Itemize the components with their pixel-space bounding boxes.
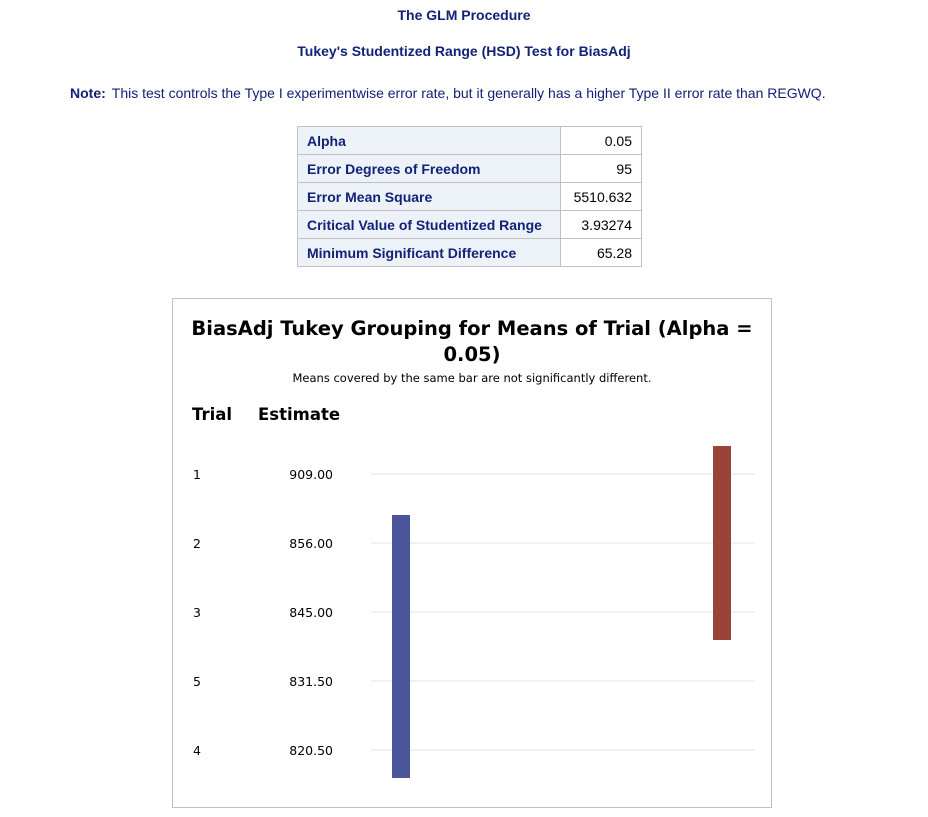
column-header-estimate: Estimate [258, 405, 340, 424]
grouping-chart-svg: BiasAdj Tukey Grouping for Means of Tria… [191, 317, 755, 778]
grouping-bar [713, 446, 731, 640]
trial-label: 5 [193, 674, 201, 689]
trial-label: 4 [193, 743, 201, 758]
note-text: This test controls the Type I experiment… [111, 85, 826, 101]
column-header-trial: Trial [192, 405, 232, 424]
stats-row-critical-value: Critical Value of Studentized Range 3.93… [297, 210, 642, 239]
stats-value: 3.93274 [560, 210, 642, 239]
estimate-value: 831.50 [289, 674, 333, 689]
estimate-value: 909.00 [289, 467, 333, 482]
stats-row-alpha: Alpha 0.05 [297, 126, 642, 155]
trial-label: 1 [193, 467, 201, 482]
test-title: Tukey's Studentized Range (HSD) Test for… [297, 43, 631, 59]
chart-subtitle: Means covered by the same bar are not si… [293, 371, 652, 385]
estimate-value: 856.00 [289, 536, 333, 551]
stats-label: Minimum Significant Difference [297, 238, 561, 267]
stats-row-error-ms: Error Mean Square 5510.632 [297, 182, 642, 211]
stats-row-error-df: Error Degrees of Freedom 95 [297, 154, 642, 183]
stats-value: 65.28 [560, 238, 642, 267]
procedure-title: The GLM Procedure [397, 7, 531, 23]
stats-label: Error Degrees of Freedom [297, 154, 561, 183]
stats-label: Alpha [297, 126, 561, 155]
stats-table: Alpha 0.05 Error Degrees of Freedom 95 E… [297, 126, 642, 267]
estimate-value: 820.50 [289, 743, 333, 758]
grouping-bar [392, 515, 410, 778]
trial-label: 2 [193, 536, 201, 551]
estimate-value: 845.00 [289, 605, 333, 620]
stats-label: Critical Value of Studentized Range [297, 210, 561, 239]
stats-value: 95 [560, 154, 642, 183]
note: Note: This test controls the Type I exper… [70, 85, 826, 101]
chart-title-line1: BiasAdj Tukey Grouping for Means of Tria… [191, 317, 752, 340]
note-label: Note: [70, 85, 106, 101]
stats-value: 5510.632 [560, 182, 642, 211]
trial-label: 3 [193, 605, 201, 620]
stats-row-msd: Minimum Significant Difference 65.28 [297, 238, 642, 267]
grouping-chart: BiasAdj Tukey Grouping for Means of Tria… [172, 298, 772, 808]
chart-title-line2: 0.05) [443, 343, 500, 366]
stats-label: Error Mean Square [297, 182, 561, 211]
stats-value: 0.05 [560, 126, 642, 155]
